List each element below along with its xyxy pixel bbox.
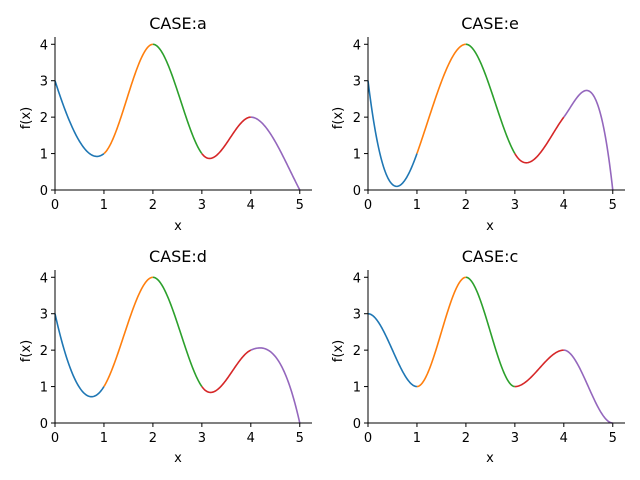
x-tick-label: 0 bbox=[51, 431, 59, 446]
x-tick-label: 4 bbox=[560, 198, 568, 213]
chart-title: CASE:c bbox=[462, 247, 519, 266]
series-line-segment-5 bbox=[563, 349, 613, 424]
x-axis-label: x bbox=[486, 451, 494, 466]
chart-panel-case-a: CASE:a 0 1 2 3 4 5 0 1 2 3 4 x f(x) bbox=[19, 14, 312, 234]
series-line-segment-3 bbox=[152, 276, 203, 388]
x-axis-label: x bbox=[486, 219, 494, 234]
x-tick-label: 5 bbox=[609, 198, 617, 213]
series-lines bbox=[54, 276, 301, 424]
chart-panel-case-d: CASE:d 0 1 2 3 4 5 0 1 2 3 4 x f(x) bbox=[19, 247, 312, 466]
x-tick-label: 1 bbox=[100, 431, 108, 446]
y-ticks: 0 1 2 3 4 bbox=[353, 271, 368, 432]
y-tick-label: 0 bbox=[353, 184, 361, 199]
series-line-segment-3 bbox=[465, 276, 515, 388]
series-line-segment-3 bbox=[465, 43, 516, 154]
y-tick-label: 2 bbox=[353, 344, 361, 359]
y-ticks: 0 1 2 3 4 bbox=[353, 38, 368, 199]
x-ticks: 0 1 2 3 4 5 bbox=[364, 423, 617, 446]
x-ticks: 0 1 2 3 4 5 bbox=[51, 423, 304, 446]
series-lines bbox=[367, 43, 614, 191]
x-tick-label: 0 bbox=[364, 431, 372, 446]
chart-title: CASE:e bbox=[461, 14, 519, 33]
y-tick-label: 0 bbox=[40, 184, 48, 199]
series-line-segment-1 bbox=[54, 313, 105, 398]
x-tick-label: 1 bbox=[100, 198, 108, 213]
y-tick-label: 1 bbox=[40, 148, 48, 163]
x-tick-label: 3 bbox=[198, 198, 206, 213]
x-tick-label: 5 bbox=[296, 198, 304, 213]
series-line-segment-2 bbox=[103, 43, 153, 155]
series-lines bbox=[367, 276, 613, 424]
y-axis-label: f(x) bbox=[331, 340, 346, 362]
y-axis-label: f(x) bbox=[331, 107, 346, 129]
y-tick-label: 3 bbox=[40, 75, 48, 90]
series-line-segment-5 bbox=[250, 116, 301, 191]
series-line-segment-4 bbox=[201, 349, 252, 394]
y-axis-label: f(x) bbox=[19, 340, 34, 362]
y-tick-label: 4 bbox=[40, 38, 48, 53]
x-tick-label: 4 bbox=[560, 431, 568, 446]
y-tick-label: 1 bbox=[353, 381, 361, 396]
x-tick-label: 2 bbox=[462, 198, 470, 213]
x-tick-label: 1 bbox=[413, 431, 421, 446]
x-tick-label: 3 bbox=[511, 198, 519, 213]
series-line-segment-4 bbox=[514, 349, 564, 388]
y-tick-label: 3 bbox=[40, 308, 48, 323]
y-tick-label: 2 bbox=[353, 111, 361, 126]
series-line-segment-3 bbox=[152, 43, 203, 155]
series-line-segment-5 bbox=[250, 347, 301, 424]
x-tick-label: 1 bbox=[413, 198, 421, 213]
series-line-segment-2 bbox=[416, 43, 466, 154]
y-tick-label: 0 bbox=[353, 417, 361, 432]
series-line-segment-1 bbox=[54, 80, 105, 158]
x-tick-label: 3 bbox=[511, 431, 519, 446]
x-tick-label: 0 bbox=[364, 198, 372, 213]
x-tick-label: 0 bbox=[51, 198, 59, 213]
series-line-segment-5 bbox=[563, 89, 614, 191]
x-ticks: 0 1 2 3 4 5 bbox=[364, 190, 617, 213]
x-tick-label: 5 bbox=[609, 431, 617, 446]
series-line-segment-4 bbox=[514, 116, 565, 164]
x-tick-label: 4 bbox=[247, 431, 255, 446]
y-tick-label: 4 bbox=[353, 38, 361, 53]
chart-panel-case-c: CASE:c 0 1 2 3 4 5 0 1 2 3 4 x f(x) bbox=[331, 247, 625, 466]
x-tick-label: 3 bbox=[198, 431, 206, 446]
x-tick-label: 2 bbox=[462, 431, 470, 446]
y-axis-label: f(x) bbox=[19, 107, 34, 129]
chart-title: CASE:d bbox=[149, 247, 207, 266]
y-tick-label: 0 bbox=[40, 417, 48, 432]
x-tick-label: 2 bbox=[149, 431, 157, 446]
chart-title: CASE:a bbox=[149, 14, 207, 33]
x-tick-label: 5 bbox=[296, 431, 304, 446]
x-ticks: 0 1 2 3 4 5 bbox=[51, 190, 304, 213]
series-lines bbox=[54, 43, 301, 191]
series-line-segment-2 bbox=[416, 276, 466, 388]
series-line-segment-4 bbox=[201, 116, 251, 160]
y-ticks: 0 1 2 3 4 bbox=[40, 271, 55, 432]
y-tick-label: 2 bbox=[40, 111, 48, 126]
chart-panel-case-e: CASE:e 0 1 2 3 4 5 0 1 2 3 4 x f(x) bbox=[331, 14, 625, 234]
y-tick-label: 3 bbox=[353, 75, 361, 90]
x-tick-label: 2 bbox=[149, 198, 157, 213]
x-axis-label: x bbox=[174, 451, 182, 466]
series-line-segment-1 bbox=[367, 80, 418, 188]
series-line-segment-2 bbox=[103, 276, 153, 387]
x-axis-label: x bbox=[174, 219, 182, 234]
series-line-segment-1 bbox=[367, 312, 418, 388]
y-tick-label: 4 bbox=[40, 271, 48, 286]
x-tick-label: 4 bbox=[247, 198, 255, 213]
y-tick-label: 2 bbox=[40, 344, 48, 359]
y-tick-label: 1 bbox=[40, 381, 48, 396]
y-tick-label: 3 bbox=[353, 308, 361, 323]
y-ticks: 0 1 2 3 4 bbox=[40, 38, 55, 199]
y-tick-label: 4 bbox=[353, 271, 361, 286]
y-tick-label: 1 bbox=[353, 148, 361, 163]
